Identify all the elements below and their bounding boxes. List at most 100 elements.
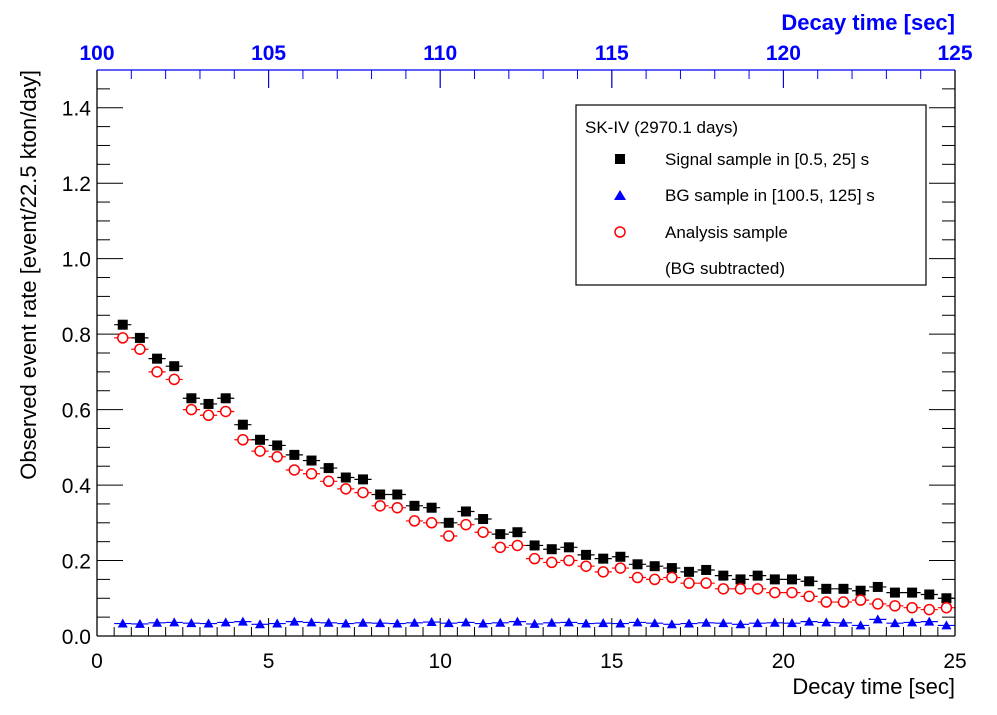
data-point — [440, 517, 458, 528]
analysis-marker — [237, 434, 249, 446]
analysis-marker — [340, 483, 352, 495]
data-point — [114, 319, 132, 330]
data-point — [766, 617, 784, 627]
top-tick-label: 120 — [766, 42, 801, 65]
legend-signal-label: Signal sample in [0.5, 25] s — [665, 150, 869, 169]
data-point — [697, 617, 715, 627]
data-point — [508, 616, 526, 626]
data-point — [148, 366, 166, 378]
data-point — [577, 618, 595, 628]
data-point — [285, 616, 303, 626]
data-point — [714, 570, 732, 581]
data-point — [680, 618, 698, 628]
data-point — [869, 581, 887, 592]
analysis-marker — [219, 405, 232, 418]
data-point — [508, 539, 526, 552]
data-point — [114, 332, 132, 344]
data-point — [234, 616, 252, 626]
y-tick-label: 0.6 — [62, 400, 91, 423]
legend-analysis-label: Analysis sample — [665, 223, 788, 242]
y-tick-label: 1.0 — [62, 249, 91, 272]
data-point — [405, 515, 424, 527]
data-point — [217, 393, 235, 404]
bg-marker — [872, 614, 883, 624]
data-point — [234, 434, 252, 446]
data-point — [491, 541, 509, 554]
bg-marker — [855, 620, 866, 630]
y-tick-label: 1.2 — [62, 173, 91, 196]
data-point — [663, 619, 681, 629]
signal-marker — [615, 551, 626, 562]
data-point — [423, 502, 441, 513]
y-tick-label: 0.4 — [62, 475, 92, 498]
analysis-marker — [288, 464, 301, 476]
data-point — [251, 445, 269, 457]
data-point — [491, 529, 509, 540]
signal-marker — [220, 393, 231, 404]
bg-marker — [529, 618, 540, 628]
data-point — [817, 583, 835, 594]
signal-marker — [409, 500, 420, 511]
legend-bg-marker — [614, 190, 626, 200]
y-tick-label: 0.0 — [62, 626, 91, 649]
analysis-marker — [374, 500, 386, 512]
signal-marker — [117, 319, 128, 330]
signal-marker — [134, 332, 145, 343]
data-point — [543, 556, 561, 569]
data-point — [800, 616, 818, 626]
analysis-marker — [477, 526, 489, 538]
analysis-marker — [614, 562, 627, 574]
bg-marker — [289, 616, 300, 626]
bg-marker — [117, 618, 128, 628]
data-point — [903, 601, 921, 614]
data-point — [131, 332, 149, 343]
bg-marker — [392, 618, 403, 628]
data-point — [560, 542, 578, 553]
data-point — [800, 576, 818, 587]
data-point — [234, 419, 252, 430]
data-point — [285, 464, 303, 476]
data-point — [766, 586, 784, 599]
analysis-marker — [168, 373, 180, 386]
legend-bg-label: BG sample in [100.5, 125] s — [665, 186, 875, 205]
analysis-marker — [511, 539, 524, 552]
bg-marker — [718, 618, 729, 628]
data-point — [354, 617, 372, 627]
data-point — [354, 486, 372, 499]
bg-marker — [769, 617, 780, 627]
legend: SK-IV (2970.1 days) Signal sample in [0.… — [575, 104, 927, 286]
data-point — [680, 577, 698, 589]
data-point — [405, 500, 424, 511]
bg-marker — [272, 618, 283, 628]
data-point — [354, 474, 372, 485]
data-point — [749, 570, 767, 581]
signal-marker — [323, 463, 334, 474]
analysis-marker — [803, 590, 815, 603]
data-point — [474, 514, 492, 525]
signal-marker — [701, 564, 712, 575]
data-layer — [114, 319, 955, 630]
signal-marker — [821, 583, 832, 594]
legend-analysis-note: (BG subtracted) — [665, 259, 785, 278]
data-point — [388, 618, 406, 628]
data-point — [577, 560, 595, 572]
data-point — [131, 618, 149, 628]
data-point — [337, 483, 355, 495]
analysis-marker — [580, 560, 592, 572]
x-tick-label: 15 — [600, 650, 623, 673]
data-point — [834, 617, 853, 627]
x-tick-label: 20 — [772, 650, 795, 673]
x-tick-label: 5 — [263, 650, 275, 673]
signal-marker — [375, 489, 386, 500]
data-point — [165, 373, 183, 386]
analysis-marker — [717, 583, 730, 595]
data-point — [165, 617, 183, 627]
top-tick-label: 105 — [251, 42, 286, 65]
data-point — [852, 594, 870, 606]
data-point — [199, 618, 218, 628]
bg-marker — [409, 617, 420, 627]
top-tick-label: 125 — [937, 42, 972, 65]
analysis-marker — [271, 451, 283, 463]
x-axis-title: Decay time [sec] — [792, 674, 955, 699]
signal-marker — [632, 559, 643, 570]
